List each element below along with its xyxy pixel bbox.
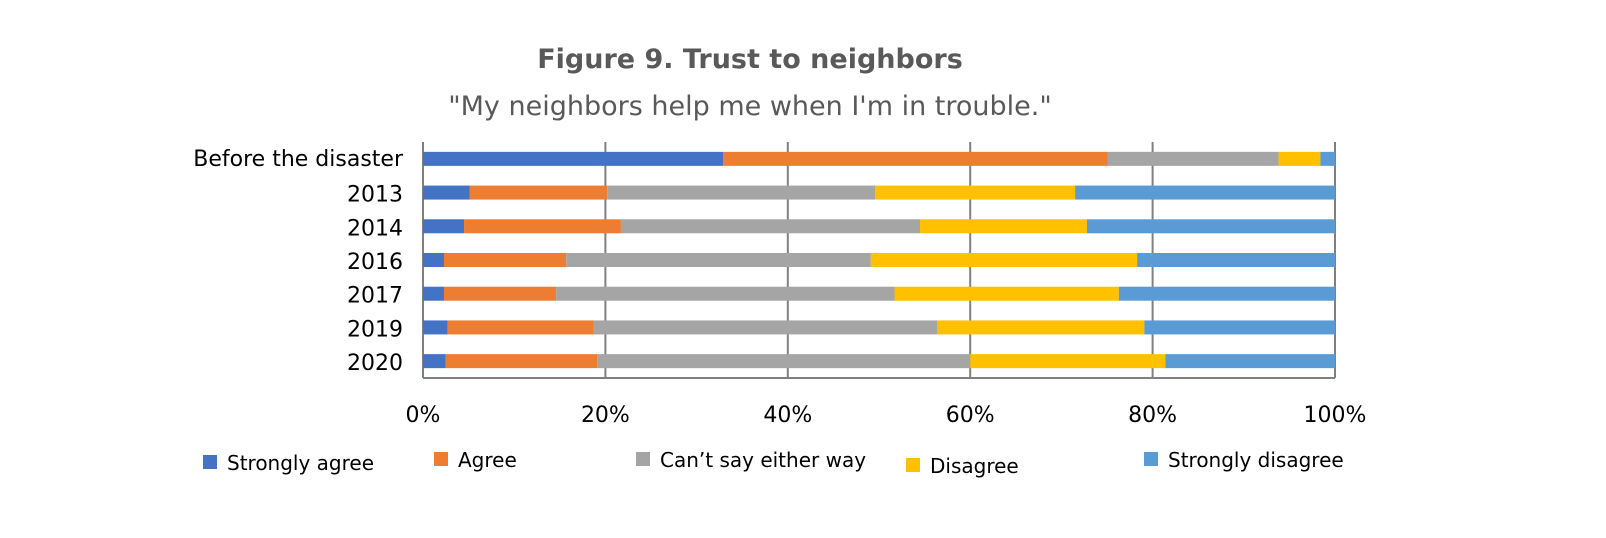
bar-segment [920, 219, 1087, 234]
bar-segment [1118, 286, 1335, 301]
bar-segment [597, 354, 971, 369]
category-label: 2013 [347, 183, 403, 208]
legend-label: Can’t say either way [660, 448, 866, 472]
bar-segment [423, 219, 465, 234]
x-tick-label: 60% [946, 403, 995, 428]
bar-segment [875, 185, 1076, 200]
legend-swatch [434, 452, 448, 466]
bar-segment [423, 286, 444, 301]
category-label: 2016 [347, 250, 403, 275]
x-tick-label: 100% [1304, 403, 1367, 428]
bar-segment [423, 151, 724, 166]
bar-segment [870, 253, 1138, 267]
bar-segment [1086, 219, 1335, 234]
legend-swatch [203, 455, 217, 469]
bar-segment [445, 354, 598, 369]
bars [423, 151, 1335, 369]
bar-segment [1075, 185, 1335, 200]
chart-title: Figure 9. Trust to neighbors [537, 44, 963, 75]
bar-segment [593, 320, 938, 335]
category-label: 2014 [347, 216, 403, 241]
category-label: 2017 [347, 284, 403, 309]
x-tick-label: 80% [1128, 403, 1177, 428]
legend-swatch [636, 452, 650, 466]
bar-segment [556, 286, 895, 301]
bar-segment [423, 354, 446, 369]
x-tick-labels: 0% 20% 40% 60% 80% 100% [406, 403, 1367, 428]
legend-swatch [1144, 452, 1158, 466]
x-tick-label: 40% [763, 403, 812, 428]
bar-segment [970, 354, 1166, 369]
legend-label: Disagree [930, 454, 1019, 478]
bar-segment [937, 320, 1145, 335]
legend: Strongly agree Agree Can’t say either way D… [203, 448, 1344, 478]
bar-segment [1107, 151, 1279, 166]
legend-swatch [906, 458, 920, 472]
bar-segment [423, 185, 470, 200]
legend-label: Strongly agree [227, 451, 374, 475]
bar-segment [1320, 151, 1335, 166]
bar-segment [620, 219, 921, 234]
x-tick-label: 0% [406, 403, 441, 428]
bar-segment [723, 151, 1108, 166]
category-label: 2019 [347, 317, 403, 342]
bar-segment [443, 253, 567, 267]
x-tick-label: 20% [581, 403, 630, 428]
bar-segment [443, 286, 557, 301]
legend-label: Strongly disagree [1168, 448, 1344, 472]
bar-segment [894, 286, 1119, 301]
bar-segment [1165, 354, 1335, 369]
bar-segment [1144, 320, 1335, 335]
bar-segment [423, 320, 448, 335]
bar-segment [1278, 151, 1321, 166]
bar-segment [423, 253, 444, 267]
category-label: Before the disaster [193, 147, 404, 172]
category-label: 2020 [347, 351, 403, 376]
bar-segment [1137, 253, 1335, 267]
bar-segment [469, 185, 608, 200]
bar-segment [447, 320, 594, 335]
bar-segment [464, 219, 621, 234]
bar-segment [607, 185, 876, 200]
category-labels: Before the disaster 2013 2014 2016 2017 2019 2… [193, 147, 404, 376]
legend-label: Agree [458, 448, 517, 472]
chart-subtitle: "My neighbors help me when I'm in troubl… [448, 91, 1052, 122]
bar-segment [566, 253, 871, 267]
